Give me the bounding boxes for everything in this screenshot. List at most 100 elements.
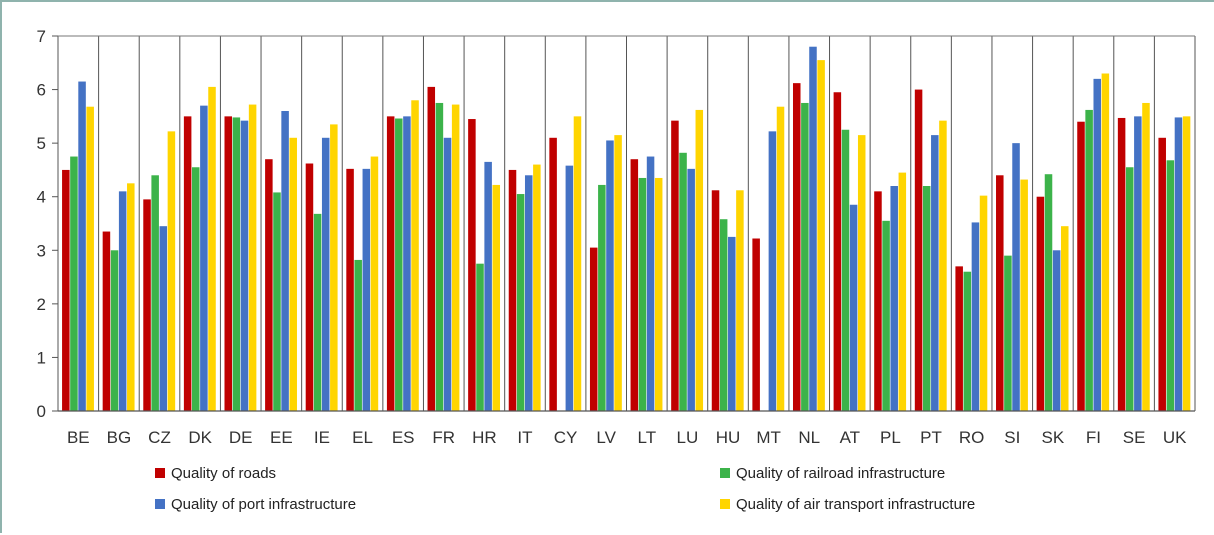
bar (192, 167, 200, 411)
x-tick-label: HU (716, 428, 741, 447)
bar (476, 263, 484, 411)
bar (1166, 160, 1175, 411)
bar (963, 271, 972, 411)
bar (817, 60, 825, 412)
bar (1052, 250, 1061, 411)
bar (573, 116, 582, 412)
bar (589, 247, 598, 411)
bar (143, 199, 151, 411)
bar (232, 117, 241, 412)
bar (240, 120, 249, 411)
bar (110, 250, 119, 411)
bar (248, 104, 257, 411)
bar (370, 156, 379, 411)
bar (395, 118, 403, 411)
bar (679, 152, 687, 412)
x-tick-label: DK (188, 428, 212, 447)
bar (151, 175, 159, 411)
bar (346, 168, 354, 411)
bar (451, 104, 460, 411)
bar (86, 106, 94, 412)
bar (516, 194, 525, 411)
x-tick-label: LU (677, 428, 699, 447)
bar (646, 156, 655, 411)
x-tick-label: SK (1042, 428, 1065, 447)
bar (1182, 116, 1191, 412)
bar (273, 192, 281, 411)
bar (687, 168, 695, 411)
bar (801, 102, 809, 412)
bar (1117, 117, 1126, 412)
bar (159, 226, 168, 411)
x-tick-label: HR (472, 428, 497, 447)
legend-swatch (155, 499, 165, 509)
bar (1036, 196, 1045, 411)
bar (606, 140, 614, 411)
bar (62, 169, 70, 411)
y-tick-label: 4 (37, 188, 46, 207)
bar (443, 137, 452, 412)
bar (776, 106, 785, 412)
bar (1158, 137, 1166, 412)
y-tick-label: 0 (37, 402, 46, 421)
legend: Quality of roads Quality of railroad infr… (155, 465, 975, 513)
bar (792, 83, 801, 411)
bar (955, 266, 963, 411)
bar (403, 116, 411, 412)
legend-swatch (155, 468, 165, 478)
x-tick-label: PL (880, 428, 901, 447)
y-tick-label: 3 (37, 241, 46, 260)
bar (411, 100, 419, 411)
legend-label: Quality of port infrastructure (171, 496, 356, 513)
bar (1125, 167, 1134, 411)
bar (362, 168, 371, 411)
x-tick-label: UK (1163, 428, 1187, 447)
x-tick-label: DE (229, 428, 253, 447)
bar (752, 238, 760, 411)
bar (224, 116, 233, 412)
x-tick-label: CY (554, 428, 578, 447)
legend-swatch (720, 499, 730, 509)
bar (728, 236, 736, 411)
y-tick-label: 7 (37, 27, 46, 46)
bar (922, 186, 931, 411)
bar (289, 137, 297, 412)
bar (565, 165, 574, 411)
x-tick-label: BE (67, 428, 90, 447)
bar (127, 183, 135, 411)
x-tick-label: IT (517, 428, 532, 447)
bar (305, 163, 314, 411)
x-tick-label: IE (314, 428, 330, 447)
bars (62, 46, 1191, 412)
x-tick-label: MT (756, 428, 781, 447)
x-tick-label: CZ (148, 428, 171, 447)
bar (996, 175, 1004, 411)
legend-label: Quality of roads (171, 465, 276, 482)
bar (1085, 109, 1093, 412)
category-separators (57, 36, 1196, 411)
bar (183, 116, 192, 412)
bar (671, 120, 679, 411)
bar (1020, 179, 1028, 411)
bar (1004, 255, 1012, 411)
bar (208, 86, 216, 411)
bar (857, 135, 866, 412)
bar (695, 109, 704, 412)
bar (549, 137, 557, 412)
bar (1134, 116, 1142, 412)
x-tick-label: AT (840, 428, 860, 447)
bar (78, 81, 86, 411)
bar (118, 191, 127, 411)
x-tick-label: EE (270, 428, 293, 447)
y-tick-label: 6 (37, 81, 46, 100)
bar (598, 184, 606, 411)
legend-swatch (720, 468, 730, 478)
bar (508, 169, 517, 411)
bar (102, 231, 111, 411)
bar (1142, 102, 1150, 412)
bar (971, 222, 980, 411)
bar (711, 190, 720, 411)
bar (809, 46, 817, 412)
bar (200, 105, 208, 411)
